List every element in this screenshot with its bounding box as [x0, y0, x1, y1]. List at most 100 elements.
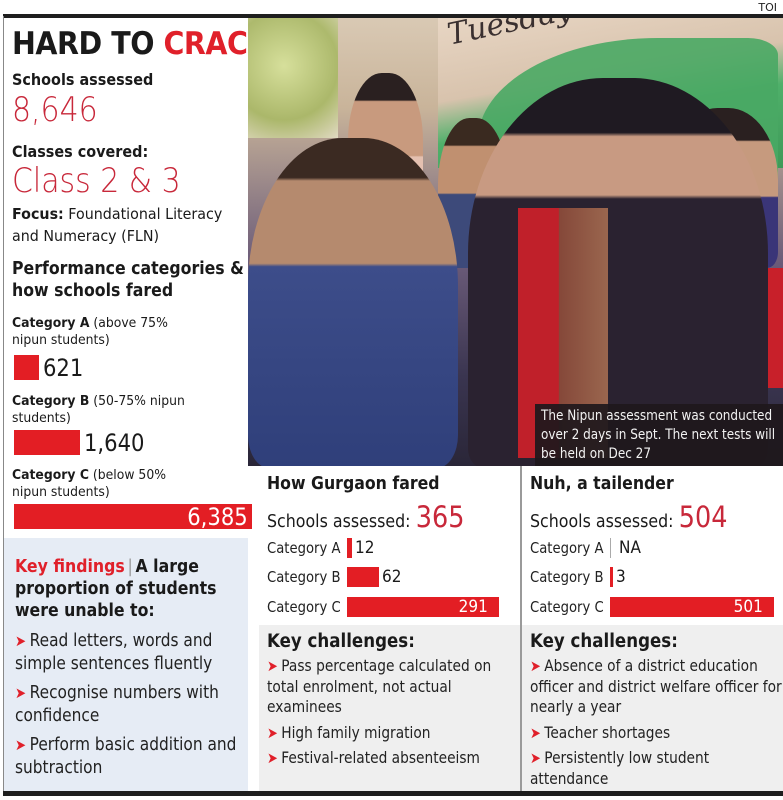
nuh-category-c-row: Category C 501 — [530, 596, 774, 618]
divider: | — [127, 557, 133, 577]
headline: HARD TO CRACK — [12, 26, 270, 62]
challenge-text: Persistently low student attendance — [530, 748, 710, 788]
category-name: Category A — [267, 539, 341, 557]
challenge-text: Absence of a district education officer … — [530, 656, 782, 716]
category-name: Category C — [267, 598, 341, 616]
tree-foliage — [248, 18, 338, 138]
finding-text: Perform basic addition and subtraction — [15, 735, 237, 778]
nuh-category-b-bar — [610, 567, 613, 587]
gurgaon-panel: How Gurgaon fared Schools assessed: 365 C… — [259, 466, 520, 625]
gurgaon-category-b-row: Category B 62 — [267, 566, 404, 588]
gurgaon-category-a-bar — [347, 538, 352, 558]
key-findings-list: ➤ Read letters, words and simple sentence… — [15, 630, 238, 780]
list-item: ➤ Persistently low student attendance — [530, 748, 783, 789]
gurgaon-challenges-title: Key challenges: — [267, 631, 415, 652]
key-findings-box: Key findings | A large proportion of stude… — [4, 538, 248, 791]
schools-assessed-value: 8,646 — [12, 90, 98, 130]
category-c-bar-row: 6,385 — [14, 502, 252, 531]
performance-title: Performance categories & how schools far… — [12, 258, 244, 302]
challenge-text: Teacher shortages — [544, 722, 671, 742]
headline-part1: HARD TO — [12, 26, 164, 62]
schools-assessed-label: Schools assessed — [12, 70, 154, 89]
category-value: 62 — [382, 567, 402, 587]
list-item: ➤ Absence of a district education officer… — [530, 656, 783, 718]
key-findings-heading: Key findings | A large proportion of stude… — [15, 556, 249, 622]
category-name: Category A — [530, 539, 604, 557]
gurgaon-title: How Gurgaon fared — [267, 474, 440, 494]
nuh-challenges-title: Key challenges: — [530, 631, 678, 652]
list-item: ➤ Perform basic addition and subtraction — [15, 734, 244, 780]
nuh-schools-value: 504 — [678, 500, 728, 534]
gurgaon-schools-assessed: Schools assessed: 365 — [267, 500, 464, 534]
classes-covered-value: Class 2 & 3 — [12, 161, 181, 201]
gurgaon-challenges-list: ➤ Pass percentage calculated on total enr… — [267, 656, 512, 769]
nuh-challenges-list: ➤ Absence of a district education officer… — [530, 656, 782, 789]
category-name: Category B — [267, 568, 341, 586]
gurgaon-schools-label: Schools assessed: — [267, 511, 411, 532]
arrow-bullet-icon: ➤ — [530, 657, 541, 675]
arrow-bullet-icon: ➤ — [267, 657, 278, 675]
column-divider — [520, 466, 522, 792]
category-b-value: 1,640 — [84, 428, 145, 457]
challenge-text: Festival-related absenteeism — [281, 748, 480, 767]
nuh-title: Nuh, a tailender — [530, 474, 674, 494]
category-b-label: Category B (50-75% nipun students) — [12, 393, 187, 427]
category-b-desc: (50-75% nipun students) — [12, 393, 185, 426]
arrow-bullet-icon: ➤ — [530, 723, 541, 742]
gurgaon-category-c-row: Category C 291 — [267, 596, 499, 618]
nuh-schools-assessed: Schools assessed: 504 — [530, 500, 727, 534]
nuh-category-c-bar: 501 — [610, 597, 774, 617]
key-findings-intro: A large proportion of students were unab… — [15, 557, 217, 621]
arrow-bullet-icon: ➤ — [267, 723, 278, 742]
category-a-value: 621 — [43, 353, 84, 382]
category-c-name: Category C — [12, 467, 89, 483]
focus-label: Focus: — [12, 205, 64, 223]
category-c-label: Category C (below 50% nipun students) — [12, 467, 187, 501]
arrow-bullet-icon: ➤ — [15, 684, 27, 702]
category-c-value: 6,385 — [187, 502, 248, 531]
arrow-bullet-icon: ➤ — [530, 749, 541, 767]
top-rule — [3, 14, 783, 18]
category-value: 291 — [458, 597, 488, 617]
nuh-category-a-bar — [610, 538, 611, 558]
category-a-bar-row: 621 — [14, 353, 89, 382]
assessment-photo: Tuesday — [248, 18, 783, 466]
nuh-schools-label: Schools assessed: — [530, 511, 674, 532]
nuh-category-a-row: Category A NA — [530, 537, 643, 559]
photo-caption-text: The Nipun assessment was conducted over … — [541, 408, 776, 462]
list-item: ➤ Recognise numbers with confidence — [15, 682, 244, 728]
category-b-bar-row: 1,640 — [14, 428, 153, 457]
list-item: ➤ High family migration — [267, 723, 516, 744]
arrow-bullet-icon: ➤ — [15, 632, 27, 650]
list-item: ➤ Read letters, words and simple sentence… — [15, 630, 244, 676]
gurgaon-category-a-row: Category A 12 — [267, 537, 377, 559]
classes-covered-label: Classes covered: — [12, 142, 149, 161]
list-item: ➤ Festival-related absenteeism — [267, 748, 516, 769]
focus-value: Foundational Literacy and Numeracy (FLN) — [12, 205, 223, 245]
nuh-category-b-row: Category B 3 — [530, 566, 627, 588]
category-value: 3 — [616, 567, 626, 587]
category-a-desc: (above 75% nipun students) — [12, 315, 168, 348]
category-name: Category B — [530, 568, 604, 586]
category-a-label: Category A (above 75% nipun students) — [12, 315, 187, 349]
arrow-bullet-icon: ➤ — [267, 749, 278, 767]
gurgaon-category-b-bar — [347, 567, 379, 587]
category-b-bar — [14, 430, 80, 455]
gurgaon-challenges-box: Key challenges: ➤ Pass percentage calcula… — [259, 625, 520, 791]
nuh-challenges-box: Key challenges: ➤ Absence of a district e… — [522, 625, 783, 791]
category-value: NA — [619, 538, 641, 558]
arrow-bullet-icon: ➤ — [15, 736, 27, 754]
photo-caption: The Nipun assessment was conducted over … — [535, 404, 783, 466]
gurgaon-schools-value: 365 — [415, 500, 465, 534]
challenge-text: Pass percentage calculated on total enro… — [267, 656, 492, 716]
finding-text: Read letters, words and simple sentences… — [15, 631, 213, 674]
nuh-panel: Nuh, a tailender Schools assessed: 504 Ca… — [522, 466, 783, 625]
performance-title-line2: how schools fared — [12, 281, 174, 301]
list-item: ➤ Teacher shortages — [530, 723, 783, 744]
source-credit: TOI — [758, 1, 777, 14]
key-findings-label: Key findings — [15, 557, 125, 577]
category-a-bar — [14, 355, 39, 380]
focus-text: Focus: Foundational Literacy and Numerac… — [12, 203, 233, 247]
bottom-rule — [3, 791, 783, 796]
finding-text: Recognise numbers with confidence — [15, 683, 219, 726]
